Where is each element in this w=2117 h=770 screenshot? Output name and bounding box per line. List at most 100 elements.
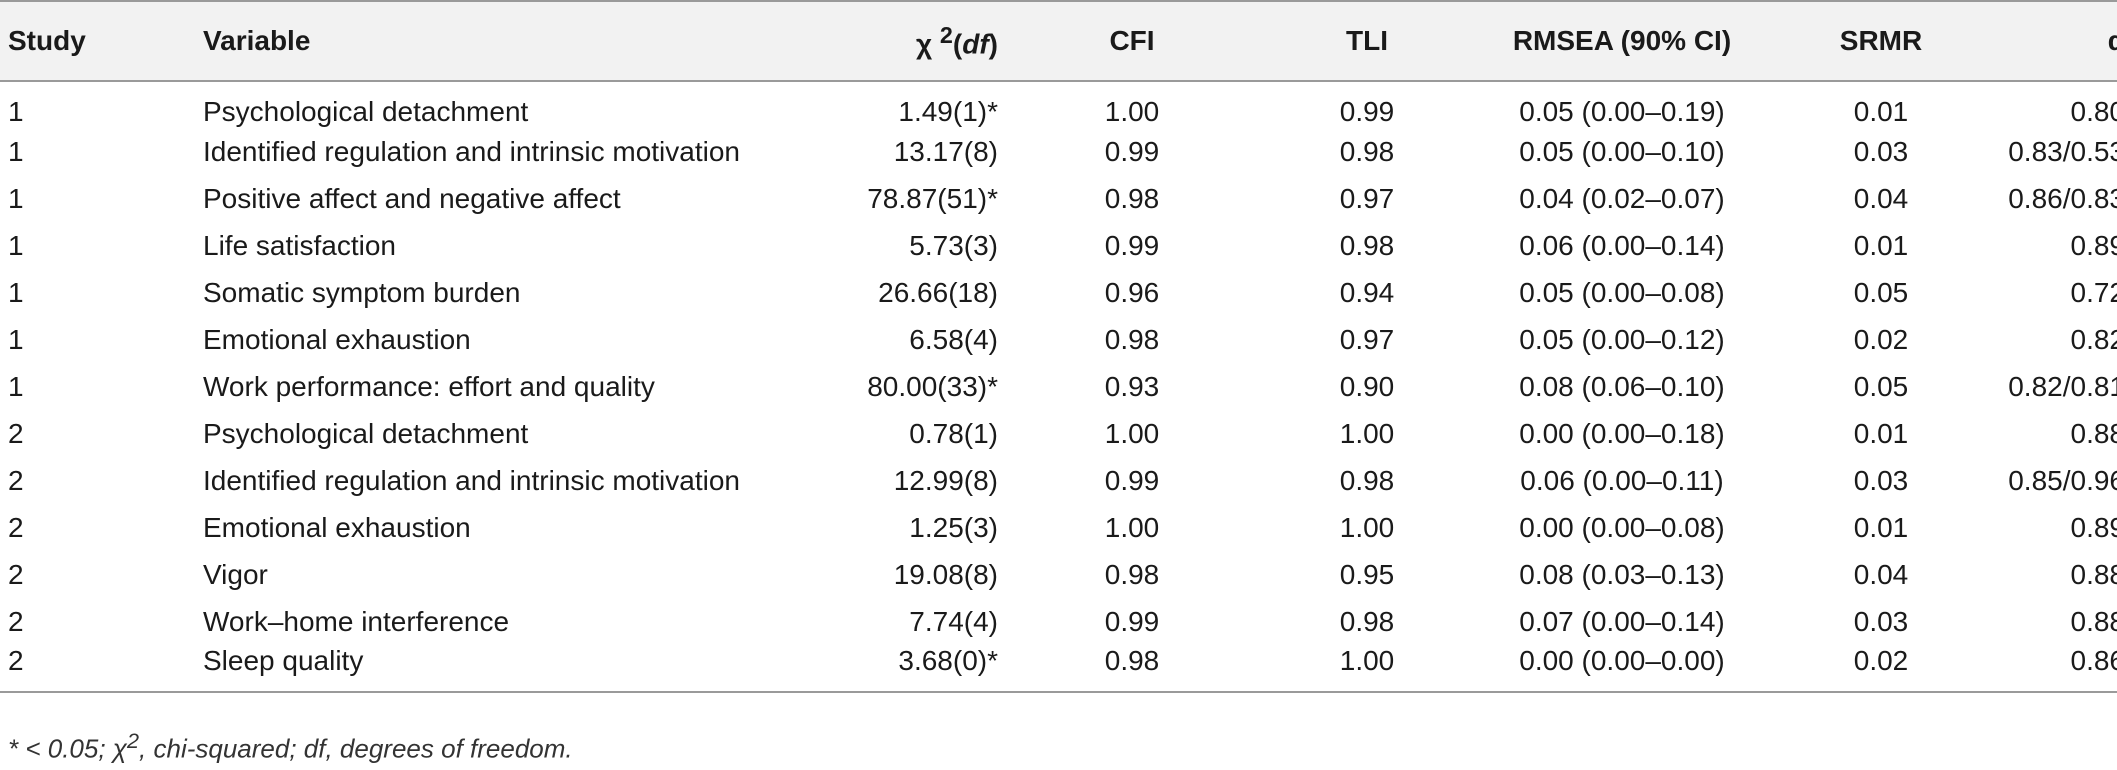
cell-srmr: 0.03: [1853, 464, 1909, 496]
cell-chi-squared: 1.49(1)*: [898, 96, 998, 127]
cell-study: 2: [8, 645, 24, 676]
cell-rmsea: 0.00 (0.00–0.00): [1519, 645, 1725, 676]
cell-srmr: 0.03: [1853, 605, 1909, 637]
table-row: 1 Positive affect and negative affect 78…: [0, 175, 2117, 222]
cell-rmsea: 0.06 (0.00–0.14): [1519, 229, 1725, 261]
cell-chi-squared: 13.17(8): [893, 135, 998, 167]
cell-alpha: 0.82/0.81: [2008, 370, 2117, 402]
cell-variable: Work–home interference: [203, 605, 510, 637]
cell-chi-squared: 19.08(8): [893, 558, 998, 590]
cell-alpha: 0.89: [2070, 511, 2117, 543]
header-study: Study: [8, 25, 86, 56]
cell-rmsea: 0.05 (0.00–0.12): [1519, 323, 1725, 355]
cell-srmr: 0.05: [1853, 276, 1909, 308]
header-rmsea: RMSEA (90% CI): [1512, 25, 1732, 56]
cell-chi-squared: 80.00(33)*: [867, 370, 998, 402]
cell-study: 1: [8, 96, 24, 127]
cell-variable: Somatic symptom burden: [203, 276, 521, 308]
table-row: 2 Psychological detachment 0.78(1) 1.00 …: [0, 410, 2117, 457]
cell-rmsea: 0.00 (0.00–0.18): [1519, 417, 1725, 449]
cell-rmsea: 0.05 (0.00–0.10): [1519, 135, 1725, 167]
table-row: 2 Emotional exhaustion 1.25(3) 1.00 1.00…: [0, 504, 2117, 551]
table-body: 1 Psychological detachment 1.49(1)* 1.00…: [0, 81, 2117, 692]
cell-alpha: 0.89: [2070, 229, 2117, 261]
fit-statistics-table: Study Variable χ 2(df) CFI TLI RMSEA (90…: [0, 1, 2117, 692]
table-row: 1 Identified regulation and intrinsic mo…: [0, 128, 2117, 175]
cell-tli: 1.00: [1339, 511, 1395, 543]
header-tli: TLI: [1346, 25, 1388, 56]
cell-alpha: 0.86/0.83: [2008, 182, 2117, 214]
cell-study: 1: [8, 276, 24, 308]
header-variable: Variable: [203, 25, 311, 56]
table-row: 1 Somatic symptom burden 26.66(18) 0.96 …: [0, 269, 2117, 316]
cell-chi-squared: 7.74(4): [909, 605, 998, 637]
cell-tli: 0.98: [1339, 135, 1395, 167]
cell-variable: Identified regulation and intrinsic moti…: [203, 464, 740, 496]
cell-variable: Work performance: effort and quality: [203, 370, 655, 402]
cell-tli: 0.98: [1339, 464, 1395, 496]
cell-study: 2: [8, 558, 24, 590]
cell-study: 1: [8, 182, 24, 214]
footnote-part-1: * < 0.05; χ: [8, 733, 127, 764]
cell-cfi: 0.96: [1104, 276, 1160, 308]
table-row: 1 Life satisfaction 5.73(3) 0.99 0.98 0.…: [0, 222, 2117, 269]
table-header: Study Variable χ 2(df) CFI TLI RMSEA (90…: [0, 1, 2117, 81]
cell-chi-squared: 78.87(51)*: [867, 182, 998, 214]
cell-cfi: 1.00: [1104, 96, 1160, 127]
cell-study: 1: [8, 323, 24, 355]
table-row: 2 Vigor 19.08(8) 0.98 0.95 0.08 (0.03–0.…: [0, 551, 2117, 598]
cell-srmr: 0.01: [1853, 229, 1909, 261]
cell-tli: 0.95: [1339, 558, 1395, 590]
cell-tli: 0.98: [1339, 605, 1395, 637]
cell-variable: Psychological detachment: [203, 417, 529, 449]
cell-alpha: 0.85/0.96: [2008, 464, 2117, 496]
fit-statistics-table-container: Study Variable χ 2(df) CFI TLI RMSEA (90…: [0, 1, 2117, 692]
cell-chi-squared: 26.66(18): [878, 276, 998, 308]
header-alpha: α: [2107, 25, 2117, 56]
cell-cfi: 0.99: [1104, 135, 1160, 167]
table-footnote: * < 0.05; χ2, chi-squared; df, degrees o…: [8, 728, 573, 765]
header-row: Study Variable χ 2(df) CFI TLI RMSEA (90…: [0, 1, 2117, 81]
footnote-part-2: , chi-squared; df, degrees of freedom.: [139, 733, 573, 764]
cell-tli: 0.97: [1339, 182, 1395, 214]
table-row: 2 Identified regulation and intrinsic mo…: [0, 457, 2117, 504]
table-row: 1 Work performance: effort and quality 8…: [0, 363, 2117, 410]
cell-rmsea: 0.05 (0.00–0.19): [1519, 96, 1725, 127]
cell-alpha: 0.88: [2070, 417, 2117, 449]
cell-rmsea: 0.04 (0.02–0.07): [1519, 182, 1725, 214]
cell-tli: 1.00: [1339, 645, 1395, 676]
cell-study: 1: [8, 135, 24, 167]
cell-variable: Positive affect and negative affect: [203, 182, 621, 214]
cell-alpha: 0.83/0.53: [2008, 135, 2117, 167]
header-chi-superscript: 2: [939, 21, 953, 48]
header-chi-squared: χ 2(df): [798, 1, 998, 81]
cell-srmr: 0.03: [1853, 135, 1909, 167]
cell-tli: 1.00: [1339, 417, 1395, 449]
cell-variable: Identified regulation and intrinsic moti…: [203, 135, 740, 167]
cell-rmsea: 0.07 (0.00–0.14): [1519, 605, 1725, 637]
cell-study: 1: [8, 229, 24, 261]
cell-study: 2: [8, 417, 24, 449]
cell-srmr: 0.01: [1853, 96, 1909, 127]
cell-cfi: 0.98: [1104, 323, 1160, 355]
cell-study: 2: [8, 605, 24, 637]
cell-srmr: 0.02: [1853, 645, 1909, 676]
cell-alpha: 0.80: [2070, 96, 2117, 127]
table-row: 1 Emotional exhaustion 6.58(4) 0.98 0.97…: [0, 316, 2117, 363]
cell-cfi: 0.99: [1104, 464, 1160, 496]
cell-tli: 0.99: [1339, 96, 1395, 127]
cell-alpha: 0.72: [2070, 276, 2117, 308]
header-cfi: CFI: [1109, 25, 1155, 56]
cell-srmr: 0.04: [1853, 182, 1909, 214]
cell-rmsea: 0.08 (0.03–0.13): [1519, 558, 1725, 590]
cell-alpha: 0.88: [2070, 605, 2117, 637]
cell-study: 2: [8, 511, 24, 543]
cell-cfi: 0.98: [1104, 182, 1160, 214]
cell-alpha: 0.86: [2070, 645, 2117, 676]
table-row: 2 Work–home interference 7.74(4) 0.99 0.…: [0, 598, 2117, 645]
cell-chi-squared: 12.99(8): [893, 464, 998, 496]
cell-cfi: 0.98: [1104, 645, 1160, 676]
cell-tli: 0.94: [1339, 276, 1395, 308]
cell-chi-squared: 1.25(3): [909, 511, 998, 543]
cell-srmr: 0.01: [1853, 511, 1909, 543]
